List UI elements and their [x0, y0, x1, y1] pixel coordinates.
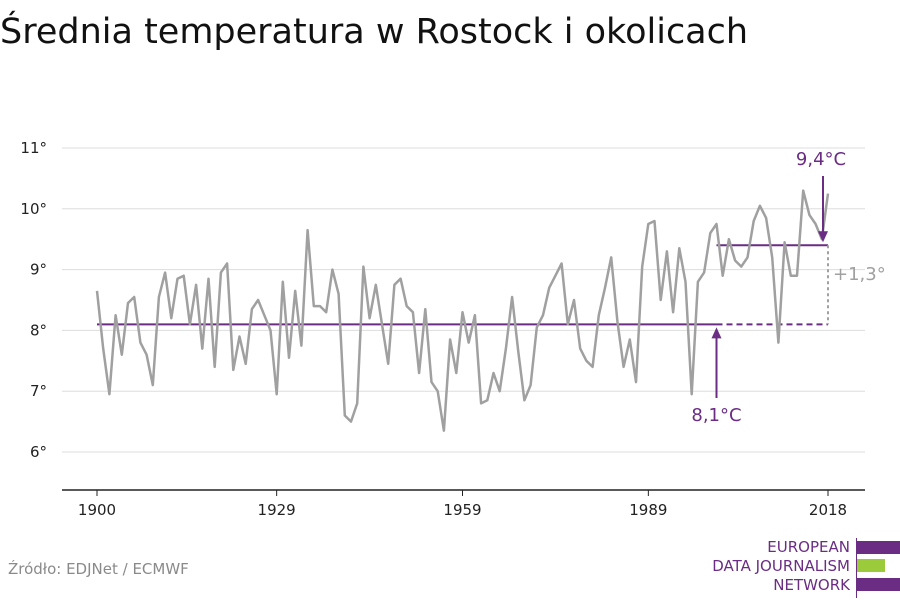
y-tick-label: 10°	[20, 200, 47, 218]
recent-arrow-head	[818, 231, 828, 243]
annotations: 8,1°C 9,4°C +1,3°	[691, 149, 885, 426]
x-axis: 1900 1929 1959 1989 2018	[62, 489, 865, 519]
recent-mean-label: 9,4°C	[796, 149, 846, 170]
line-chart: 6° 7° 8° 9° 10° 11° 1900 1929 1959 1989 2018 8,1°…	[20, 139, 885, 519]
x-tick-label: 1959	[443, 501, 481, 519]
series-group	[95, 189, 830, 432]
gridlines	[62, 147, 865, 453]
logo-line-2: DATA JOURNALISM	[712, 557, 850, 575]
y-tick-label: 9°	[30, 261, 47, 279]
x-tick-label: 1929	[258, 501, 296, 519]
delta-label: +1,3°	[833, 264, 886, 285]
y-tick-label: 6°	[30, 443, 47, 461]
logo-bar-top	[857, 541, 900, 554]
x-tick-label: 1989	[629, 501, 667, 519]
baseline-arrow-head	[711, 327, 722, 339]
logo-bar-middle	[857, 559, 885, 572]
x-tick-label: 2018	[809, 501, 847, 519]
source-note: Źródło: EDJNet / ECMWF	[8, 560, 189, 578]
y-axis-ticks: 6° 7° 8° 9° 10° 11°	[20, 139, 47, 461]
logo-line-1: EUROPEAN	[767, 538, 850, 556]
edjnet-logo: EUROPEAN DATA JOURNALISM NETWORK	[700, 538, 900, 598]
y-tick-label: 11°	[20, 139, 47, 157]
y-tick-label: 8°	[30, 321, 47, 339]
chart-title: Średnia temperatura w Rostock i okolicac…	[0, 12, 749, 52]
baseline-mean-label: 8,1°C	[691, 405, 741, 426]
logo-line-3: NETWORK	[773, 576, 850, 594]
logo-bar-bottom	[857, 578, 900, 591]
logo-divider	[856, 538, 857, 598]
x-tick-label: 1900	[78, 501, 116, 519]
temperature-series-line	[95, 189, 830, 432]
y-tick-label: 7°	[30, 382, 47, 400]
